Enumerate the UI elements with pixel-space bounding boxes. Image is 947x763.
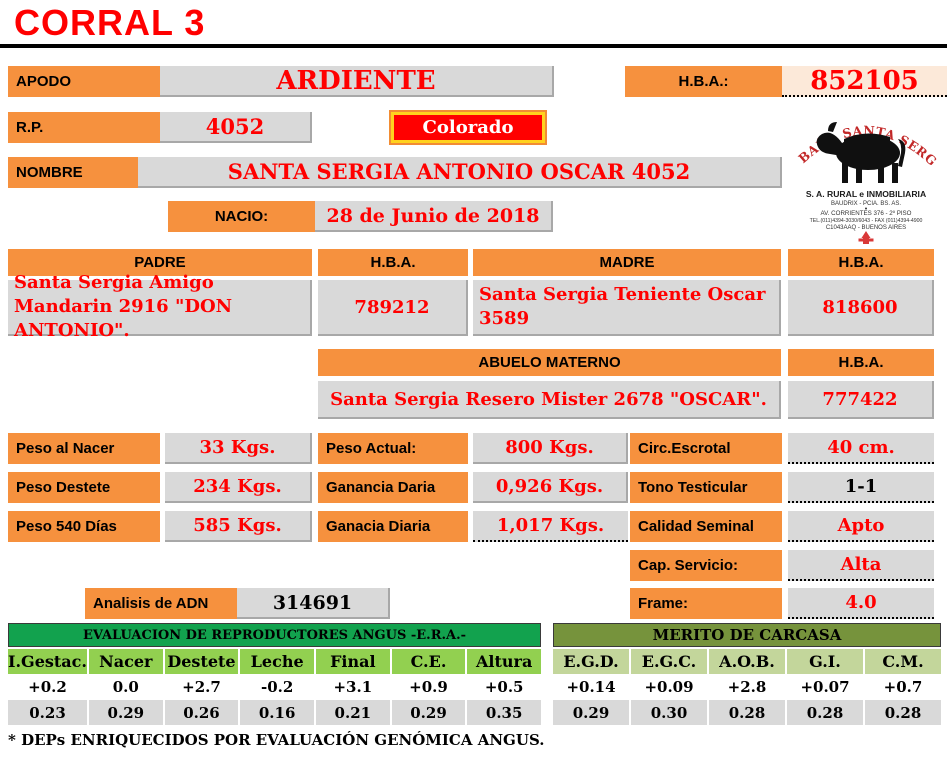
- peso-destete-label: Peso Destete: [8, 472, 160, 503]
- era-acc-cell: 0.29: [391, 700, 466, 725]
- nacio-value: 28 de Junio de 2018: [315, 201, 553, 232]
- carcasa-col-header: G.I.: [787, 649, 863, 674]
- frame-label: Frame:: [630, 588, 782, 619]
- carcasa-acc-cell: 0.29: [553, 700, 629, 725]
- nombre-label: NOMBRE: [8, 157, 138, 188]
- padre-value: Santa Sergia Amigo Mandarin 2916 "DON AN…: [8, 272, 312, 341]
- peso-nacer-value: 33 Kgs.: [165, 433, 312, 464]
- era-col-header: Destete: [164, 649, 239, 674]
- era-col-header: I.Gestac.: [8, 649, 87, 674]
- carcasa-dep-cell: +0.14: [553, 676, 629, 698]
- madre-hba-header: H.B.A.: [788, 249, 934, 276]
- cap-servicio-label: Cap. Servicio:: [630, 550, 782, 581]
- peso-540-label: Peso 540 Días: [8, 511, 160, 542]
- circ-escrotal-value: 40 cm.: [788, 433, 934, 464]
- era-table-title: EVALUACION DE REPRODUCTORES ANGUS -E.R.A…: [8, 623, 541, 647]
- era-acc-cell: 0.23: [8, 700, 87, 725]
- era-dep-cell: 0.0: [88, 676, 163, 698]
- hba-value: 852105: [782, 66, 947, 97]
- ganancia-daria-value: 0,926 Kgs.: [473, 472, 628, 503]
- hba-label: H.B.A.:: [625, 66, 782, 97]
- carcasa-table: MERITO DE CARCASA E.G.D. E.G.C. A.O.B. G…: [553, 623, 941, 725]
- bull-icon: [816, 122, 906, 183]
- rp-label: R.P.: [8, 112, 160, 143]
- era-dep-cell: +0.2: [8, 676, 87, 698]
- title-underline: [0, 44, 947, 48]
- frame-value: 4.0: [788, 588, 934, 619]
- carcasa-acc-cell: 0.28: [865, 700, 941, 725]
- tono-testicular-value: 1-1: [788, 472, 934, 503]
- logo-company-line: S. A. RURAL e INMOBILIARIA: [806, 189, 926, 199]
- abuelo-header: ABUELO MATERNO: [318, 349, 781, 376]
- era-col-header: Nacer: [88, 649, 163, 674]
- carcasa-col-header: E.G.C.: [631, 649, 707, 674]
- abuelo-value: Santa Sergia Resero Mister 2678 "OSCAR".: [318, 381, 781, 419]
- apodo-label: APODO: [8, 66, 160, 97]
- carcasa-dep-cell: +0.09: [631, 676, 707, 698]
- peso-actual-value: 800 Kgs.: [473, 433, 628, 464]
- peso-540-value: 585 Kgs.: [165, 511, 312, 542]
- era-table: EVALUACION DE REPRODUCTORES ANGUS -E.R.A…: [8, 623, 541, 725]
- carcasa-acc-cell: 0.30: [631, 700, 707, 725]
- page-title: CORRAL 3: [14, 2, 206, 43]
- calidad-seminal-value: Apto: [788, 511, 934, 542]
- nombre-value: SANTA SERGIA ANTONIO OSCAR 4052: [138, 157, 782, 188]
- era-acc-cell: 0.26: [164, 700, 239, 725]
- madre-hba-value: 818600: [788, 280, 934, 336]
- era-dep-cell: +0.5: [467, 676, 541, 698]
- brand-mark-icon: [858, 231, 874, 244]
- logo-address-line: AV. CORRIENTES 376 - 2º PISO: [821, 210, 912, 217]
- circ-escrotal-label: Circ.Escrotal: [630, 433, 782, 464]
- tono-testicular-label: Tono Testicular: [630, 472, 782, 503]
- era-dep-cell: -0.2: [240, 676, 314, 698]
- abuelo-hba-header: H.B.A.: [788, 349, 934, 376]
- color-button[interactable]: Colorado: [391, 112, 545, 143]
- era-dep-cell: +3.1: [315, 676, 390, 698]
- era-col-header: Altura: [467, 649, 541, 674]
- era-acc-cell: 0.35: [467, 700, 541, 725]
- ganacia-diaria-label: Ganacia Diaria: [318, 511, 468, 542]
- carcasa-acc-cell: 0.28: [709, 700, 785, 725]
- carcasa-dep-cell: +2.8: [709, 676, 785, 698]
- madre-value: Santa Sergia Teniente Oscar 3589: [473, 280, 781, 336]
- logo-phone-line: TEL.(011)4394-3030/6043 - FAX (011)4394-…: [810, 218, 923, 224]
- era-acc-cell: 0.21: [315, 700, 390, 725]
- ganacia-diaria-value: 1,017 Kgs.: [473, 511, 628, 542]
- carcasa-col-header: E.G.D.: [553, 649, 629, 674]
- logo-city-line: C1043AAQ - BUENOS AIRES: [826, 225, 906, 231]
- carcasa-col-header: C.M.: [865, 649, 941, 674]
- era-acc-cell: 0.16: [240, 700, 314, 725]
- era-dep-cell: +2.7: [164, 676, 239, 698]
- era-col-header: C.E.: [391, 649, 466, 674]
- padre-header: PADRE: [8, 249, 312, 276]
- adn-value: 314691: [237, 588, 390, 619]
- logo-location-line: BAUDRIX - PCIA. BS. AS.: [831, 201, 901, 207]
- calidad-seminal-label: Calidad Seminal: [630, 511, 782, 542]
- apodo-value: ARDIENTE: [160, 66, 554, 97]
- carcasa-acc-cell: 0.28: [787, 700, 863, 725]
- carcasa-table-title: MERITO DE CARCASA: [553, 623, 941, 647]
- padre-hba-value: 789212: [318, 280, 468, 336]
- era-dep-cell: +0.9: [391, 676, 466, 698]
- ranch-logo: CABAÑA SANTA SERGIA S. A. RURAL e INMOBI…: [786, 91, 940, 245]
- rp-value: 4052: [160, 112, 312, 143]
- abuelo-hba-value: 777422: [788, 381, 934, 419]
- peso-nacer-label: Peso al Nacer: [8, 433, 160, 464]
- peso-actual-label: Peso Actual:: [318, 433, 468, 464]
- nacio-label: NACIO:: [168, 201, 315, 232]
- carcasa-col-header: A.O.B.: [709, 649, 785, 674]
- genomic-footnote: * DEPs ENRIQUECIDOS POR EVALUACIÓN GENÓM…: [8, 731, 545, 749]
- peso-destete-value: 234 Kgs.: [165, 472, 312, 503]
- ganancia-daria-label: Ganancia Daria: [318, 472, 468, 503]
- era-col-header: Final: [315, 649, 390, 674]
- cap-servicio-value: Alta: [788, 550, 934, 581]
- carcasa-dep-cell: +0.07: [787, 676, 863, 698]
- madre-header: MADRE: [473, 249, 781, 276]
- carcasa-dep-cell: +0.7: [865, 676, 941, 698]
- padre-hba-header: H.B.A.: [318, 249, 468, 276]
- era-col-header: Leche: [240, 649, 314, 674]
- era-acc-cell: 0.29: [88, 700, 163, 725]
- adn-label: Analisis de ADN: [85, 588, 237, 619]
